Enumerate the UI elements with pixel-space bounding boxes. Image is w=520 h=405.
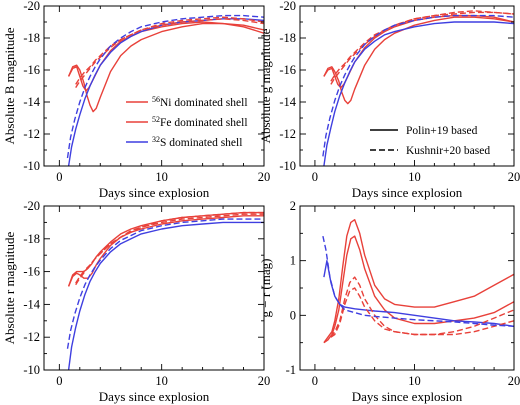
series-line-fe-dashed — [75, 16, 264, 88]
panel-top-right: 0 10 20 -10 -12 -14 -16 -18 -20 Days since explos… — [258, 0, 520, 200]
y-tick-label: -14 — [279, 95, 296, 109]
y-tick-label: -20 — [23, 199, 40, 213]
x-tick-label: 0 — [312, 374, 318, 388]
y-tick-label: 0 — [290, 308, 296, 322]
x-tick-label: 0 — [56, 374, 62, 388]
y-tick-label: -18 — [279, 31, 296, 45]
legend-label: 56Ni dominated shell — [152, 95, 248, 110]
plot-frame — [299, 5, 515, 167]
legend-label: Polin+19 based — [406, 125, 478, 137]
series-line-ni-dashed — [330, 11, 514, 82]
x-axis-label: Days since explosion — [352, 389, 463, 404]
x-tick-label: 20 — [258, 374, 271, 388]
legend: 56Ni dominated shell 52Fe dominated shell… — [126, 95, 248, 150]
series-line-ni-dashed — [75, 18, 264, 85]
y-tick-label: 2 — [290, 199, 296, 213]
x-tick-label: 10 — [155, 374, 168, 388]
y-axis-label: Absolute B magnitude — [2, 27, 17, 144]
x-tick-label: 0 — [56, 170, 62, 184]
y-tick-label: -12 — [279, 127, 296, 141]
series-line-s-dashed — [322, 235, 514, 327]
y-tick-label: -12 — [23, 330, 40, 344]
y-tick-label: -10 — [23, 159, 40, 173]
x-tick-label: 10 — [155, 170, 168, 184]
series-line-s-dashed — [66, 14, 264, 159]
x-axis-label: Days since explosion — [99, 389, 210, 404]
series-line-fe-dashed — [330, 10, 514, 85]
series-line-ni-solid — [67, 215, 264, 287]
x-axis-label: Days since explosion — [352, 185, 463, 200]
x-tick-label: 20 — [508, 374, 520, 388]
y-axis-label: Absolute r magnitude — [2, 231, 17, 344]
panel-bottom-left: 0 10 20 -10 -12 -14 -16 -18 -20 Days since explos… — [2, 199, 270, 404]
x-tick-label: 20 — [258, 170, 271, 184]
panel-top-left: 0 10 20 -10 -12 -14 -16 -18 -20 Days since explos… — [2, 0, 270, 200]
series-line-fe-dashed — [75, 211, 264, 286]
series-line-fe-dashed — [330, 287, 514, 338]
x-axis-label: Days since explosion — [99, 185, 210, 200]
y-tick-label: 1 — [290, 254, 296, 268]
series-line-s-solid — [67, 18, 264, 166]
series-line-s-solid — [67, 221, 264, 370]
panel-bottom-right: 0 10 20 -1 0 1 2 Days since explosion g − r (mag… — [258, 199, 520, 404]
series-line-fe-solid — [67, 21, 264, 92]
series-line-ni-solid — [323, 219, 514, 344]
series-line-s-dashed — [66, 218, 264, 349]
y-tick-label: -14 — [23, 297, 40, 311]
x-tick-label: 0 — [312, 170, 318, 184]
legend-label: 32S dominated shell — [152, 135, 242, 150]
series-line-s-solid — [323, 260, 514, 327]
series-group — [322, 10, 514, 166]
y-tick-label: -1 — [286, 363, 296, 377]
y-axis-label: Absolute g magnitude — [258, 28, 273, 143]
series-group — [322, 219, 514, 344]
legend: Polin+19 based Kushnir+20 based — [370, 125, 490, 157]
y-tick-label: -14 — [23, 95, 40, 109]
series-line-fe-solid — [67, 211, 264, 287]
y-tick-label: -10 — [279, 159, 296, 173]
x-tick-label: 10 — [408, 170, 421, 184]
series-line-ni-dashed — [330, 276, 514, 338]
series-line-s-dashed — [322, 14, 514, 157]
y-tick-label: -16 — [23, 63, 40, 77]
x-tick-label: 20 — [508, 170, 520, 184]
y-tick-label: -12 — [23, 127, 40, 141]
y-tick-label: -18 — [23, 232, 40, 246]
y-axis-label: g − r (mag) — [258, 259, 273, 318]
y-tick-label: -16 — [279, 63, 296, 77]
x-tick-label: 10 — [408, 374, 421, 388]
y-tick-label: -16 — [23, 265, 40, 279]
series-group — [66, 211, 264, 370]
y-tick-label: -20 — [23, 0, 40, 13]
series-group — [66, 14, 264, 166]
y-tick-label: -18 — [23, 31, 40, 45]
legend-label: Kushnir+20 based — [406, 145, 490, 157]
series-line-s-solid — [323, 21, 514, 166]
y-tick-label: -20 — [279, 0, 296, 13]
series-line-ni-solid — [67, 22, 264, 113]
legend-label: 52Fe dominated shell — [152, 115, 248, 130]
y-tick-label: -10 — [23, 363, 40, 377]
